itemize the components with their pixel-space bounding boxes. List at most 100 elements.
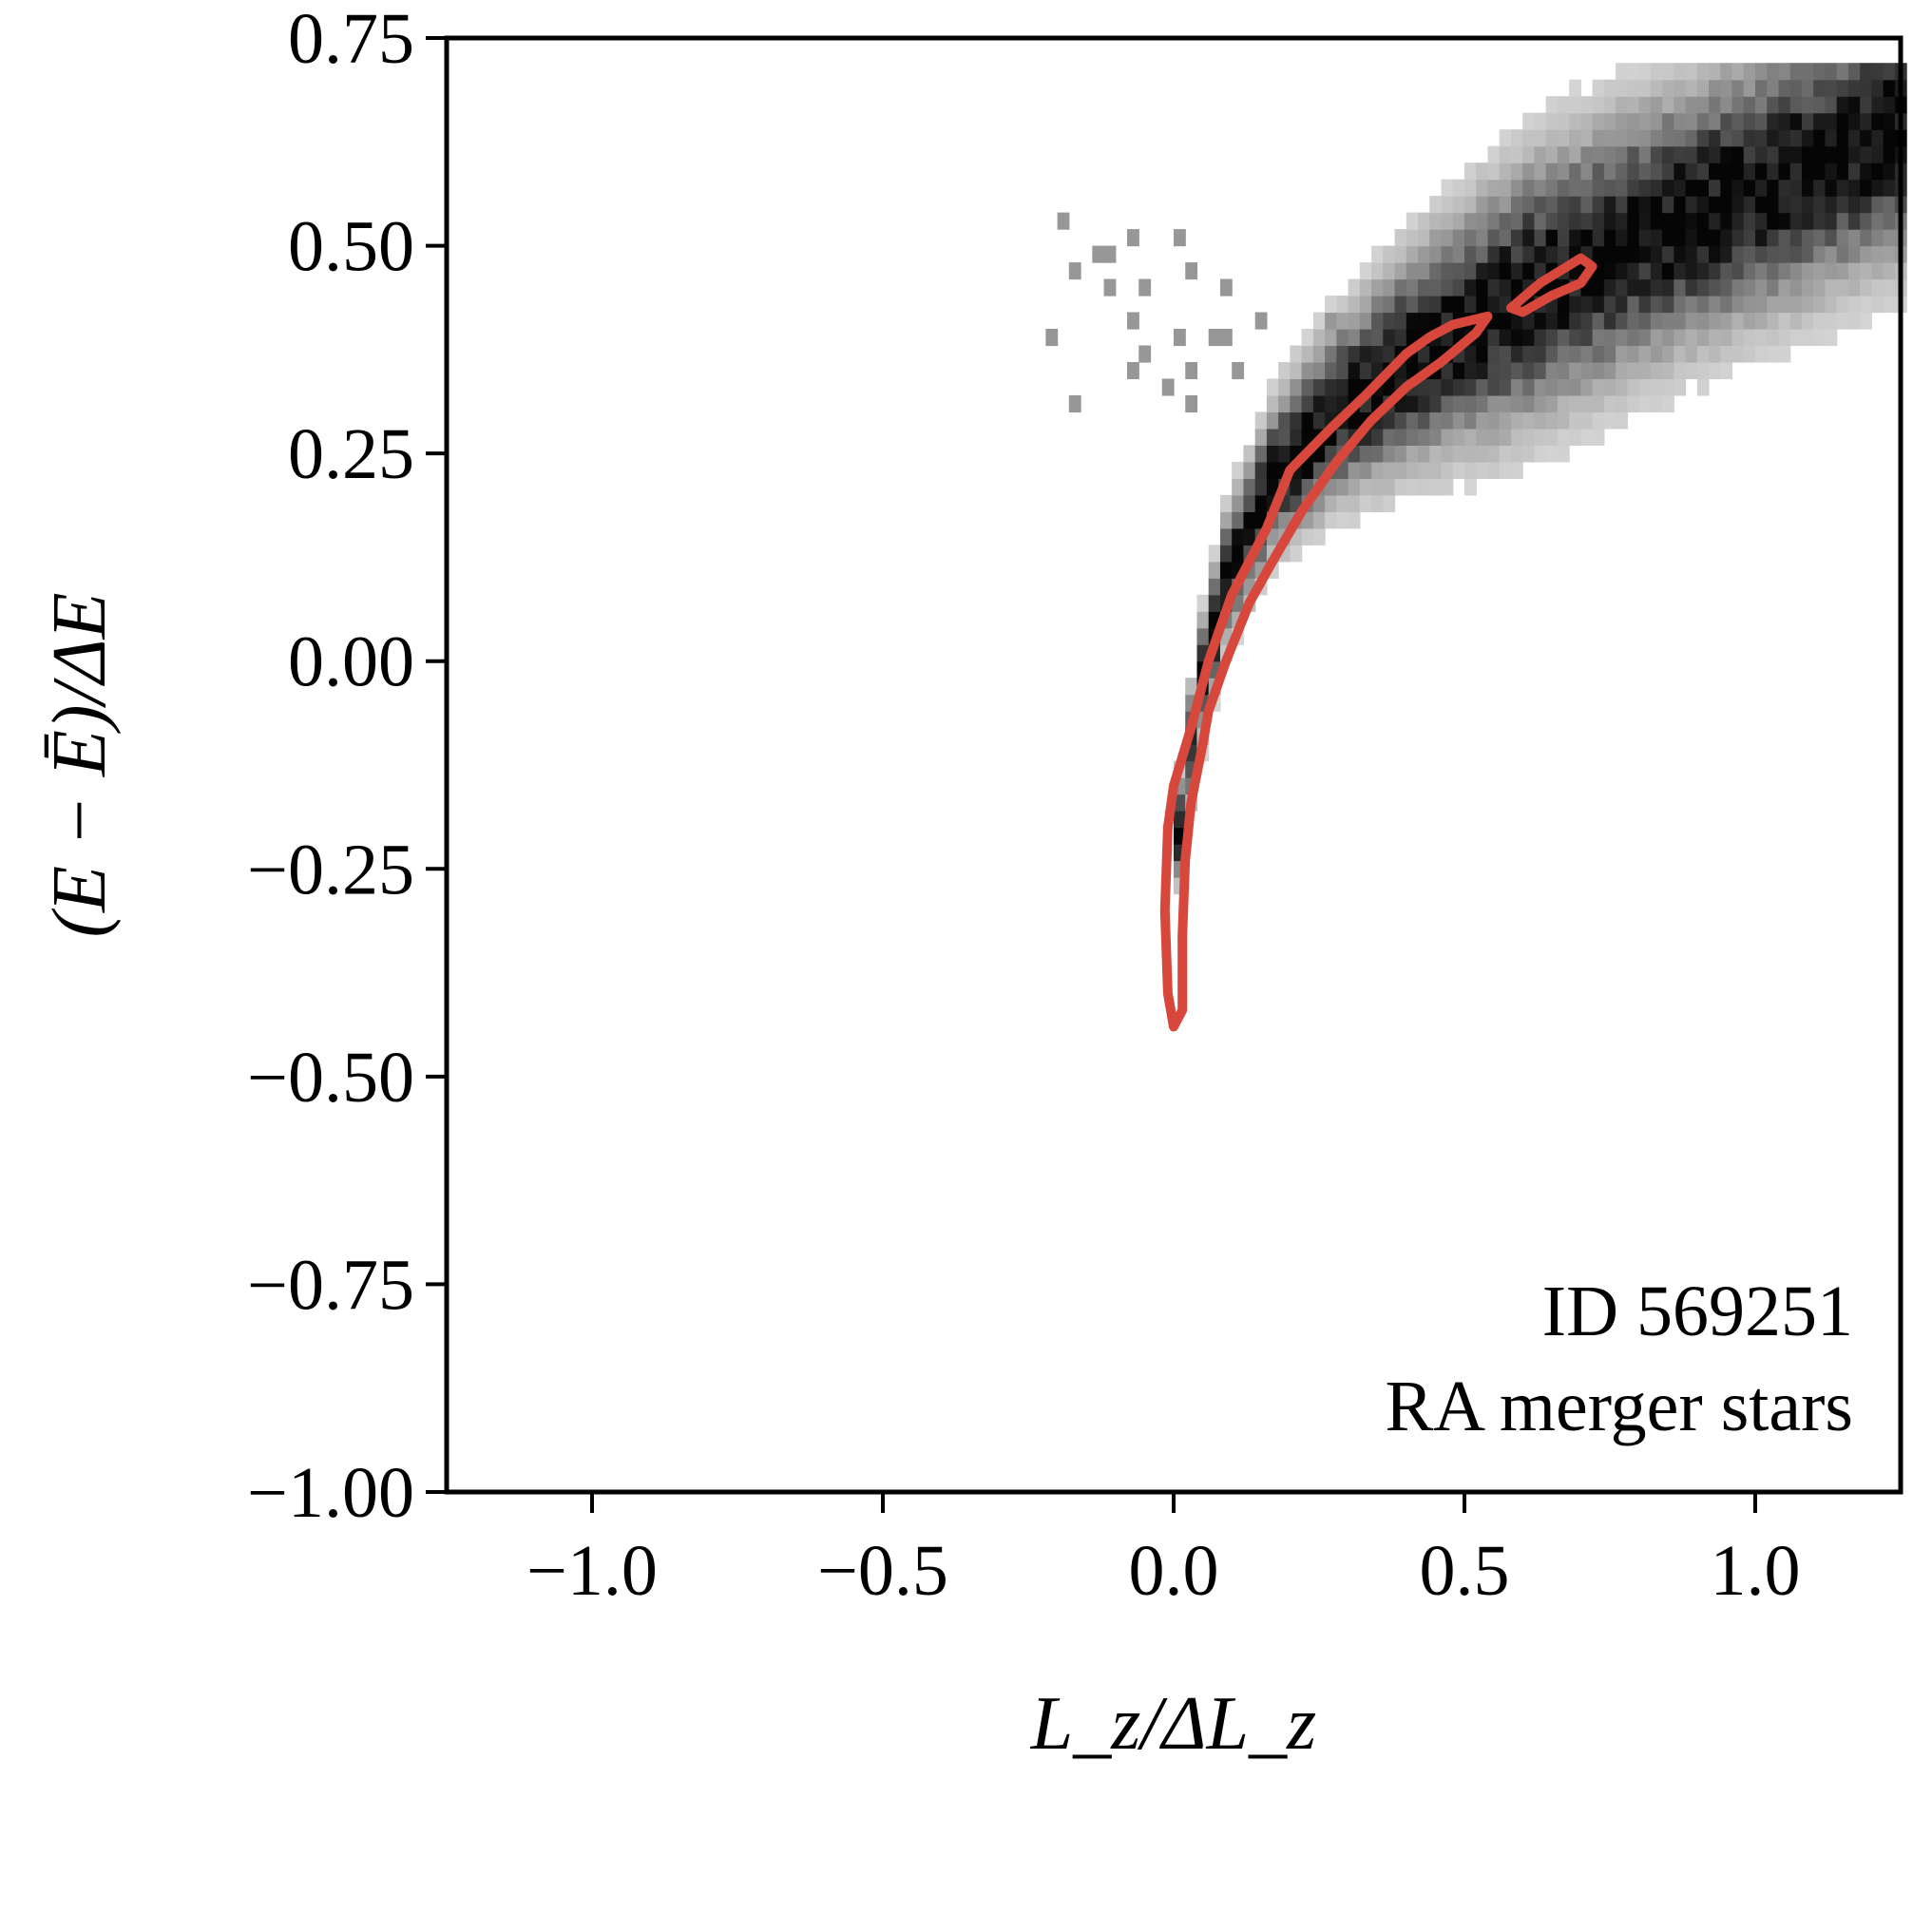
heatmap-bin (1545, 163, 1559, 181)
heatmap-bin (1696, 378, 1710, 396)
x-tick-label: 0.0 (1129, 1531, 1219, 1611)
heatmap-bin (1847, 179, 1861, 197)
heatmap-bin (1778, 163, 1791, 181)
heatmap-bin (1638, 329, 1652, 347)
heatmap-bin (1359, 329, 1372, 347)
heatmap-bin (1789, 262, 1803, 280)
heatmap-bin (1580, 96, 1594, 114)
heatmap-bin (1860, 145, 1872, 163)
heatmap-bin (1627, 312, 1640, 330)
heatmap-bin (1616, 112, 1628, 130)
heatmap-bin (1767, 345, 1780, 363)
heatmap-bin (1510, 411, 1523, 430)
heatmap-bin (1452, 378, 1465, 396)
heatmap-bin (1418, 262, 1430, 280)
heatmap-bin (1592, 278, 1605, 296)
heatmap-bin (1603, 163, 1616, 181)
heatmap-bin (1301, 394, 1314, 413)
heatmap-bin (1336, 296, 1349, 314)
heatmap-bin (1662, 245, 1674, 263)
heatmap-bin (1836, 96, 1849, 114)
heatmap-bin (1836, 262, 1849, 280)
heatmap-bin (1441, 378, 1454, 396)
heatmap-bin (1312, 511, 1326, 529)
heatmap-bin (1522, 378, 1536, 396)
heatmap-bin (1406, 212, 1419, 230)
heatmap-bin (1476, 262, 1489, 280)
heatmap-bin (1696, 229, 1710, 247)
heatmap-bin (1755, 345, 1768, 363)
heatmap-bin (1603, 361, 1616, 380)
heatmap-bin (1243, 511, 1256, 529)
heatmap-bin (1534, 229, 1547, 247)
heatmap-bin (1499, 262, 1512, 280)
heatmap-bin (1720, 63, 1733, 81)
y-tick-label: −0.75 (247, 1245, 414, 1325)
heatmap-bin (1674, 129, 1687, 147)
heatmap-bin (1825, 329, 1838, 347)
heatmap-bin (1743, 329, 1756, 347)
heatmap-bin (1696, 212, 1710, 230)
heatmap-bin (1813, 278, 1827, 296)
heatmap-bin (1662, 312, 1674, 330)
heatmap-bin (1720, 229, 1733, 247)
heatmap-bin (1883, 245, 1896, 263)
heatmap-bin (1627, 212, 1640, 230)
heatmap-bin (1383, 345, 1396, 363)
heatmap-bin (1371, 445, 1384, 463)
heatmap-bin (1731, 262, 1745, 280)
heatmap-bin (1510, 461, 1523, 479)
heatmap-bin (1348, 345, 1361, 363)
heatmap-bin (1767, 196, 1780, 214)
heatmap-bin (1813, 129, 1827, 147)
heatmap-bin (1743, 145, 1756, 163)
heatmap-bin (1569, 179, 1581, 197)
heatmap-bin (1662, 212, 1674, 230)
heatmap-bin (1232, 478, 1245, 496)
heatmap-bin (1685, 361, 1698, 380)
heatmap-bin (1196, 611, 1210, 629)
heatmap-bin (1499, 196, 1512, 214)
heatmap-bin (1731, 296, 1745, 314)
heatmap-bin (1696, 112, 1710, 130)
heatmap-bin (1348, 361, 1361, 380)
heatmap-bin (1452, 196, 1465, 214)
heatmap-bin (1406, 245, 1419, 263)
heatmap-bin (1383, 278, 1396, 296)
heatmap-bin (1499, 411, 1512, 430)
heatmap-bin (1441, 278, 1454, 296)
heatmap-bin (1580, 394, 1594, 413)
heatmap-bin (1487, 461, 1501, 479)
heatmap-bin (1709, 96, 1721, 114)
heatmap-bin (1696, 129, 1710, 147)
heatmap-bin (1616, 329, 1628, 347)
heatmap-bin (1709, 229, 1721, 247)
heatmap-bin (1092, 245, 1105, 263)
heatmap-bin (1778, 296, 1791, 314)
heatmap-bin (1418, 345, 1430, 363)
heatmap-bin (1406, 312, 1419, 330)
heatmap-bin (1871, 112, 1884, 130)
heatmap-bin (1429, 262, 1443, 280)
heatmap-bin (1487, 245, 1501, 263)
heatmap-bin (1464, 245, 1477, 263)
heatmap-bin (1650, 163, 1663, 181)
heatmap-bin (1348, 461, 1361, 479)
heatmap-bin (1789, 79, 1803, 97)
heatmap-bin (1487, 378, 1501, 396)
heatmap-bin (1557, 196, 1570, 214)
heatmap-bin (1871, 63, 1884, 81)
heatmap-bin (1441, 296, 1454, 314)
heatmap-bin (1103, 245, 1117, 263)
heatmap-bin (1545, 394, 1559, 413)
y-tick-label: −1.00 (247, 1453, 414, 1533)
heatmap-bin (1359, 361, 1372, 380)
heatmap-bin (1290, 361, 1303, 380)
heatmap-bin (1336, 378, 1349, 396)
heatmap-bin (1743, 196, 1756, 214)
heatmap-bin (1429, 378, 1443, 396)
heatmap-bin (1406, 461, 1419, 479)
heatmap-bin (1592, 79, 1605, 97)
heatmap-bin (1418, 312, 1430, 330)
heatmap-bin (1371, 461, 1384, 479)
